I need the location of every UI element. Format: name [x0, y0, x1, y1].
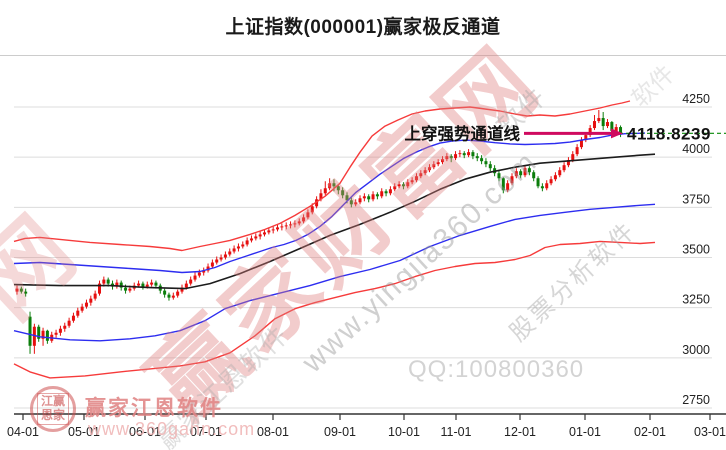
x-axis: 04-01 05-01 06-01 07-01 08-01 09-01 10-01 11-01… — [7, 413, 726, 439]
annotation-price-label: 4118.8239 — [627, 124, 711, 143]
watermark-website-diagonal: www.yingjia360.com — [296, 145, 544, 380]
channel-line-lower-strong-blue — [13, 203, 656, 342]
watermark-brand-diagonal: 赢家财富网 — [131, 28, 560, 438]
x-tick-label: 05-01 — [68, 425, 100, 439]
y-tick-label: 4000 — [682, 142, 710, 156]
y-tick-label: 3000 — [682, 343, 710, 357]
x-tick-label: 08-01 — [257, 425, 289, 439]
brand-name-text: 赢家江恩软件 — [85, 397, 223, 420]
watermark-software-diagonal-2: 软件 — [626, 60, 681, 113]
brand-website-text: www.360gann.com — [88, 419, 256, 439]
x-tick-label: 12-01 — [504, 425, 536, 439]
y-tick-label: 2750 — [682, 393, 710, 407]
gridlines — [14, 106, 712, 409]
brand-stamp-logo: 江赢恩家 — [30, 386, 76, 432]
channel-line-upper-extreme-red — [13, 100, 631, 252]
channel-line-upper-strong-blue — [13, 132, 646, 274]
watermark-stock-analysis-diagonal: 股票分析软件 — [504, 216, 642, 347]
x-tick-label: 03-01 — [694, 425, 726, 439]
x-tick-label: 07-01 — [190, 425, 222, 439]
y-tick-label: 4250 — [682, 92, 710, 106]
x-tick-label: 02-01 — [634, 425, 666, 439]
channel-line-lower-extreme-red — [13, 240, 656, 379]
brand-stamp-characters: 江赢恩家 — [37, 393, 69, 425]
watermark-brand-diagonal-partial: 网 — [0, 199, 94, 338]
annotation-arrow-head — [611, 128, 623, 139]
x-tick-label: 04-01 — [7, 425, 39, 439]
candles — [15, 110, 623, 354]
watermark-software-diagonal: 软件 — [490, 80, 554, 142]
annotation-label: 上穿强势通道线 — [405, 123, 521, 143]
x-tick-label: 09-01 — [324, 425, 356, 439]
watermark-gann-diagonal: 赢家江恩软件 — [151, 319, 295, 450]
watermark-qq-number: QQ:100800360 — [408, 356, 585, 383]
title-separator — [0, 55, 726, 56]
x-tick-label: 11-01 — [440, 425, 471, 439]
x-tick-label: 10-01 — [388, 425, 420, 439]
y-tick-label: 3250 — [682, 293, 710, 307]
y-tick-label: 3500 — [682, 243, 710, 257]
page-title: 上证指数(000001)赢家极反通道 — [225, 17, 501, 38]
y-tick-label: 3750 — [682, 192, 710, 206]
channel-line-middle-black — [13, 153, 656, 290]
x-tick-label: 06-01 — [129, 425, 161, 439]
x-tick-label: 01-01 — [569, 425, 601, 439]
y-axis-labels: 4250 4000 3750 3500 3250 3000 2750 — [682, 92, 710, 407]
